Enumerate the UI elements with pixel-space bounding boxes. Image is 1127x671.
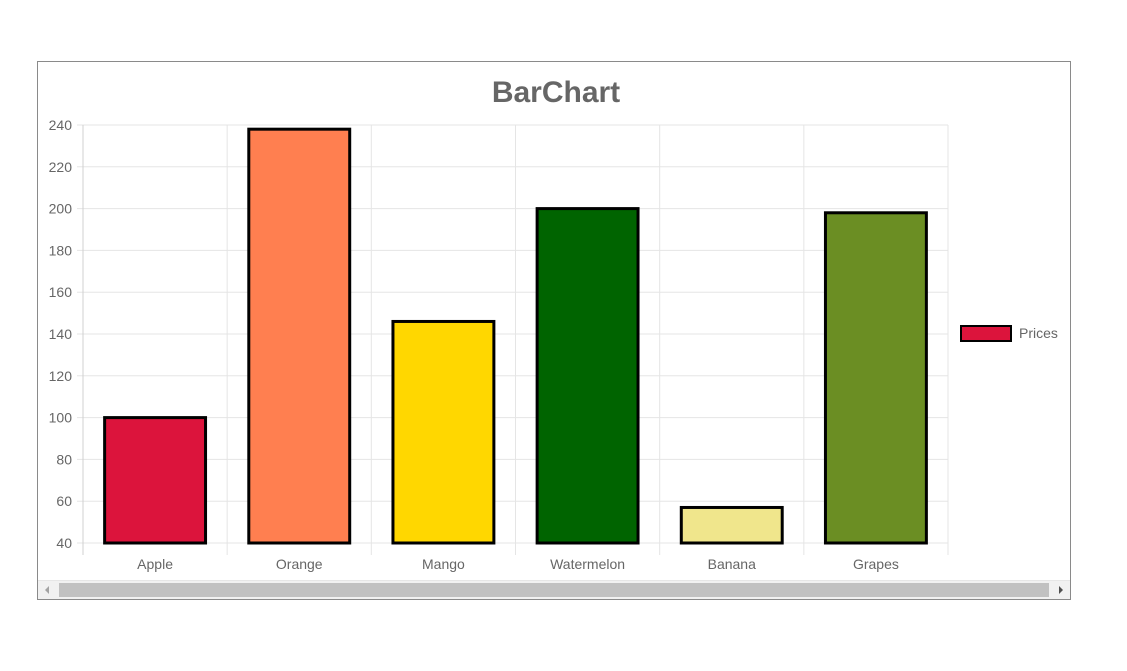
y-tick-label: 100 — [49, 410, 73, 426]
x-tick-label: Orange — [276, 556, 323, 572]
bar-banana[interactable] — [679, 505, 784, 545]
x-tick-label: Mango — [422, 556, 465, 572]
legend-swatch — [960, 325, 1012, 342]
x-tick-label: Banana — [708, 556, 756, 572]
scroll-left-arrow-icon[interactable] — [38, 581, 56, 599]
bars — [103, 127, 928, 545]
y-tick-label: 240 — [49, 117, 73, 133]
grid — [77, 124, 949, 555]
y-tick-label: 140 — [49, 326, 73, 342]
y-tick-label: 80 — [56, 451, 72, 467]
scroll-right-arrow-icon[interactable] — [1052, 581, 1070, 599]
bar-orange[interactable] — [247, 127, 352, 545]
y-tick-label: 160 — [49, 284, 73, 300]
y-tick-label: 200 — [49, 201, 73, 217]
chart-title: BarChart — [492, 76, 620, 109]
y-tick-label: 120 — [49, 368, 73, 384]
scrollbar-thumb[interactable] — [59, 583, 1049, 597]
bar-chart: BarChart 406080100120140160180200220240 … — [49, 76, 1058, 572]
y-tick-label: 60 — [56, 493, 72, 509]
x-tick-label: Apple — [137, 556, 173, 572]
x-tick-label: Grapes — [853, 556, 899, 572]
y-tick-label: 220 — [49, 159, 73, 175]
legend[interactable]: Prices — [960, 325, 1058, 342]
x-tick-label: Watermelon — [550, 556, 625, 572]
x-axis: Apple Orange Mango Watermelon Banana Grapes — [137, 556, 899, 572]
bar-mango[interactable] — [391, 319, 496, 545]
bar-apple[interactable] — [103, 416, 208, 545]
y-tick-label: 180 — [49, 242, 73, 258]
chart-container: BarChart 40 60 80 100 120 140 160 180 200 220 240 … — [37, 61, 1071, 600]
bar-grapes[interactable] — [823, 211, 928, 545]
horizontal-scrollbar[interactable] — [38, 580, 1070, 599]
y-tick-label: 40 — [56, 535, 72, 551]
bar-watermelon[interactable] — [535, 207, 640, 545]
legend-label: Prices — [1019, 325, 1058, 341]
y-axis: 40 60 80 100 120 140 160 180 200 220 240 — [49, 117, 73, 551]
